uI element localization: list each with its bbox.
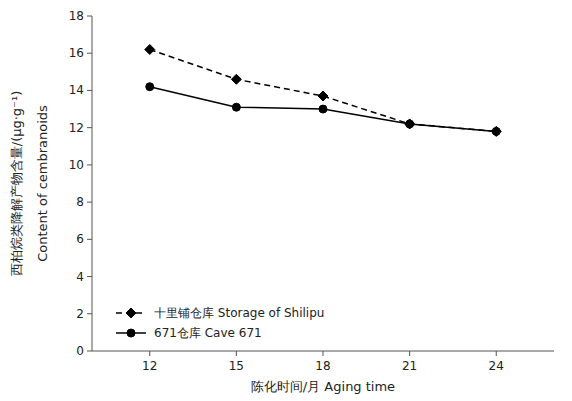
y-tick-label: 18 (69, 9, 84, 23)
y-tick-label: 10 (69, 158, 84, 172)
point (491, 126, 501, 136)
y-tick (87, 90, 92, 91)
x-tick (496, 351, 497, 356)
point (318, 91, 328, 101)
legend: 十里铺仓库 Storage of Shilipu 671仓库 Cave 671 (116, 306, 324, 340)
legend-marker (127, 329, 135, 337)
y-tick (87, 276, 92, 277)
y-tick (87, 164, 92, 165)
legend-label: 十里铺仓库 Storage of Shilipu (154, 306, 324, 320)
y-tick-label: 8 (76, 195, 84, 209)
x-tick-label: 21 (402, 359, 417, 373)
x-tick (236, 351, 237, 356)
point (492, 127, 500, 135)
x-tick-label: 24 (489, 359, 504, 373)
chart: 1215182124024681012141618陈化时间/月 Aging ti… (0, 0, 572, 401)
x-axis-label: 陈化时间/月 Aging time (251, 379, 395, 394)
y-tick-label: 4 (76, 270, 84, 284)
legend-label: 671仓库 Cave 671 (154, 326, 262, 340)
x-tick-label: 18 (315, 359, 330, 373)
y-tick (87, 202, 92, 203)
y-tick-label: 14 (69, 83, 84, 97)
y-axis-line (92, 16, 93, 351)
x-tick (409, 351, 410, 356)
x-tick (149, 351, 150, 356)
legend-marker (126, 308, 136, 318)
y-tick-label: 0 (76, 344, 84, 358)
point (146, 83, 154, 91)
y-tick (87, 16, 92, 17)
y-tick (87, 127, 92, 128)
y-tick (87, 239, 92, 240)
x-tick-label: 15 (229, 359, 244, 373)
series-line (150, 87, 497, 132)
point (232, 103, 240, 111)
y-tick-label: 2 (76, 307, 84, 321)
x-tick (323, 351, 324, 356)
y-tick (87, 351, 92, 352)
point (319, 105, 327, 113)
y-axis-label: Content of cembranoids (35, 105, 50, 262)
point (231, 74, 241, 84)
y-tick (87, 313, 92, 314)
y-tick-label: 12 (69, 121, 84, 135)
y-tick (87, 53, 92, 54)
point (145, 45, 155, 55)
point (406, 120, 414, 128)
y-tick-label: 6 (76, 232, 84, 246)
x-tick-label: 12 (142, 359, 157, 373)
series-line (150, 50, 497, 132)
point (405, 119, 415, 129)
y-axis-label: 西柏烷类降解产物含量/(μg·g⁻¹) (9, 91, 24, 277)
y-tick-label: 16 (69, 46, 84, 60)
plot-data (145, 45, 502, 137)
